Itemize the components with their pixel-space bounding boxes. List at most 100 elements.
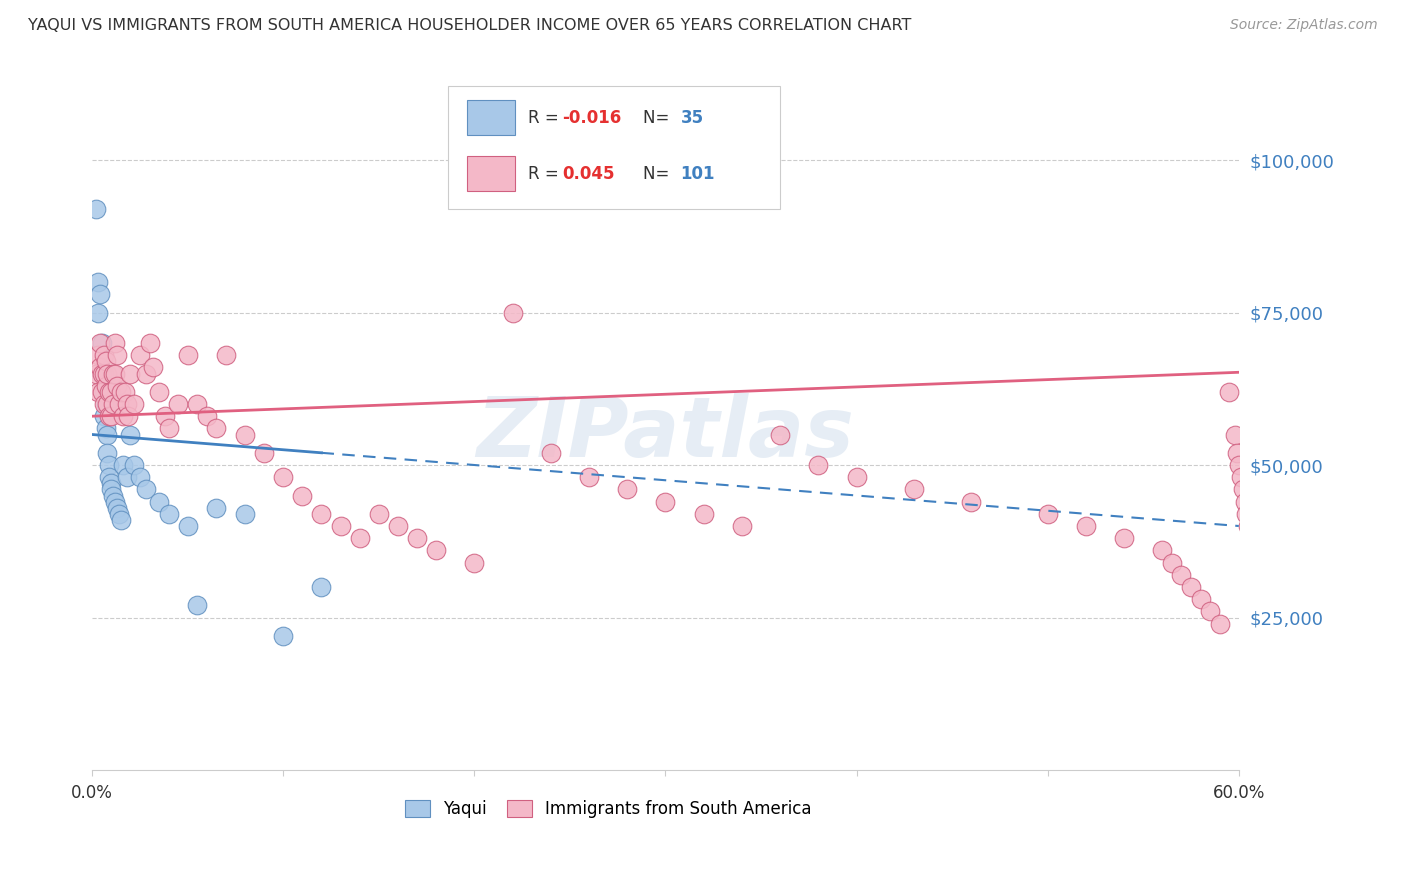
Point — [90, 367, 112, 381]
Point — [1241, 427, 1264, 442]
Point — [903, 483, 925, 497]
Point — [1229, 470, 1251, 484]
Point — [233, 507, 256, 521]
Text: ZIPatlas: ZIPatlas — [477, 392, 855, 474]
Point — [502, 305, 524, 319]
Point — [1223, 427, 1246, 442]
Point — [406, 531, 429, 545]
Point — [1237, 519, 1260, 533]
Point — [148, 494, 170, 508]
Point — [89, 336, 111, 351]
Point — [845, 470, 868, 484]
Point — [96, 367, 118, 381]
Point — [93, 397, 115, 411]
Point — [84, 367, 107, 381]
Legend: Yaqui, Immigrants from South America: Yaqui, Immigrants from South America — [398, 793, 818, 825]
Point — [129, 470, 152, 484]
Point — [111, 458, 134, 472]
Point — [138, 336, 160, 351]
Point — [271, 629, 294, 643]
Point — [1232, 483, 1254, 497]
Point — [1249, 483, 1271, 497]
Point — [111, 409, 134, 424]
Point — [387, 519, 409, 533]
Point — [98, 458, 121, 472]
Point — [90, 384, 112, 399]
Point — [157, 507, 180, 521]
Point — [807, 458, 830, 472]
Point — [105, 348, 128, 362]
Point — [1226, 446, 1249, 460]
Point — [253, 446, 276, 460]
Point — [195, 409, 218, 424]
Point — [153, 409, 176, 424]
Text: R =: R = — [527, 165, 564, 183]
Point — [96, 427, 118, 442]
Point — [186, 599, 208, 613]
Point — [84, 202, 107, 216]
Point — [115, 470, 138, 484]
Point — [692, 507, 714, 521]
Point — [89, 287, 111, 301]
Point — [120, 367, 142, 381]
Point — [93, 367, 115, 381]
Point — [94, 397, 117, 411]
Text: Source: ZipAtlas.com: Source: ZipAtlas.com — [1230, 18, 1378, 32]
Point — [104, 367, 127, 381]
Point — [90, 367, 112, 381]
Point — [186, 397, 208, 411]
Point — [100, 409, 122, 424]
Point — [148, 384, 170, 399]
FancyBboxPatch shape — [447, 86, 780, 209]
Point — [115, 397, 138, 411]
Point — [87, 348, 110, 362]
Point — [731, 519, 754, 533]
Point — [96, 446, 118, 460]
Point — [108, 397, 131, 411]
Point — [104, 494, 127, 508]
Point — [311, 507, 333, 521]
Point — [167, 397, 190, 411]
Point — [90, 336, 112, 351]
Point — [311, 580, 333, 594]
Point — [291, 489, 314, 503]
Point — [1227, 458, 1250, 472]
Point — [177, 348, 200, 362]
Point — [157, 421, 180, 435]
Point — [110, 513, 132, 527]
Point — [122, 458, 145, 472]
Point — [103, 367, 125, 381]
Text: R =: R = — [527, 109, 564, 127]
Point — [769, 427, 792, 442]
Point — [1233, 494, 1256, 508]
Point — [93, 409, 115, 424]
Point — [1189, 592, 1212, 607]
Point — [117, 409, 139, 424]
Point — [98, 409, 121, 424]
Point — [108, 507, 131, 521]
Point — [103, 489, 125, 503]
Point — [89, 360, 111, 375]
Point — [654, 494, 676, 508]
Point — [205, 500, 228, 515]
Point — [120, 427, 142, 442]
Text: 35: 35 — [681, 109, 703, 127]
Point — [142, 360, 165, 375]
Point — [349, 531, 371, 545]
Point — [215, 348, 238, 362]
Point — [205, 421, 228, 435]
Point — [1180, 580, 1202, 594]
Point — [463, 556, 485, 570]
Point — [177, 519, 200, 533]
Point — [100, 476, 122, 491]
Point — [1036, 507, 1059, 521]
Point — [100, 483, 122, 497]
Point — [1218, 384, 1240, 399]
Point — [1208, 616, 1230, 631]
FancyBboxPatch shape — [467, 156, 515, 191]
Point — [1152, 543, 1174, 558]
Point — [96, 397, 118, 411]
Point — [98, 384, 121, 399]
Point — [1260, 556, 1282, 570]
Point — [129, 348, 152, 362]
